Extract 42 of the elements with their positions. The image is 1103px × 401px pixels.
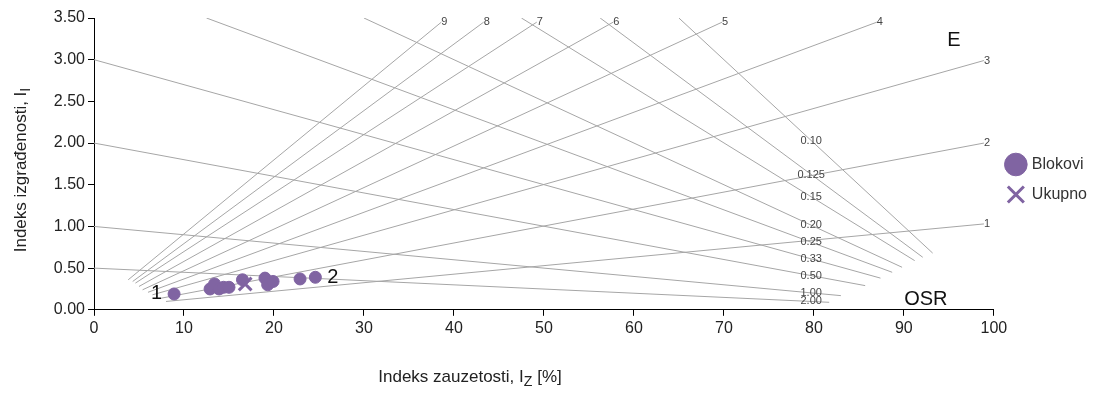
annotation: 1	[150, 281, 163, 304]
series-label: 4	[876, 15, 883, 28]
y-tick-label: 3.50	[53, 8, 86, 26]
y-tick-label: 3.00	[53, 50, 86, 68]
x-tick-label: 90	[894, 318, 913, 336]
y-tick-label: 0.00	[53, 300, 86, 318]
series-label: 0.125	[797, 167, 825, 180]
series-label: 0.20	[800, 218, 822, 231]
x-tick-label: 10	[175, 318, 193, 336]
x-tick-label: 40	[445, 318, 463, 336]
x-tick-label: 80	[804, 318, 823, 336]
series-label: 3	[983, 53, 991, 66]
x-axis-title: Indeks zauzetosti, I$_{Z}$ [%]	[378, 366, 562, 390]
annotation: 2	[983, 136, 991, 149]
legend-label: Ukupno	[1031, 184, 1088, 202]
y-tick-label: 1.50	[53, 175, 86, 193]
series-label: 7	[536, 15, 543, 28]
series-label: 1	[983, 216, 991, 229]
series-label: 0.15	[800, 189, 822, 202]
x-tick-label: 50	[535, 318, 553, 336]
annotation: E	[947, 27, 961, 50]
series-label: 0.33	[800, 251, 822, 264]
y-tick-label: 1.00	[53, 216, 86, 234]
series-label: 8	[483, 15, 490, 28]
series-label: 9	[441, 15, 448, 28]
x-tick-label: 70	[715, 318, 733, 336]
x-tick-label: 60	[625, 318, 643, 336]
legend-label: Blokovi	[1031, 154, 1084, 172]
series-label: 6	[613, 15, 620, 28]
y-tick-label: 2.00	[53, 133, 86, 151]
x-tick-label: 100	[980, 318, 1008, 336]
series-label: 2	[327, 264, 339, 287]
y-tick-label: 2.50	[53, 91, 86, 109]
x-tick-label: 0	[89, 318, 99, 336]
series-label: 0.10	[800, 133, 822, 146]
x-tick-label: 30	[355, 318, 373, 336]
x-tick-label: 20	[265, 318, 283, 336]
y-tick-label: 0.50	[53, 258, 86, 276]
annotation: OSR	[904, 287, 948, 310]
series-label: 0.25	[800, 235, 822, 248]
series-label: 5	[722, 15, 729, 28]
series-label: 0.50	[800, 268, 822, 281]
